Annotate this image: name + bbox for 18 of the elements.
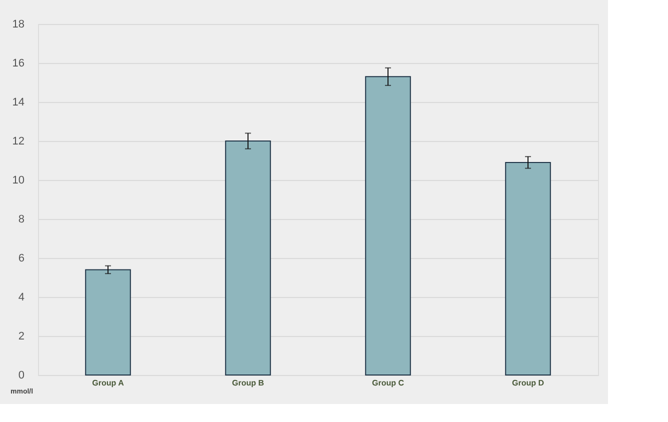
- x-tick-label: Group B: [232, 378, 264, 388]
- y-tick-label: 8: [18, 214, 24, 226]
- y-tick-label: 14: [12, 96, 24, 108]
- x-tick-label: Group A: [92, 378, 124, 388]
- y-tick-label: 2: [18, 330, 24, 342]
- y-tick-label: 10: [12, 174, 24, 186]
- y-tick-label: 12: [12, 136, 24, 148]
- y-tick-label: 4: [18, 292, 24, 304]
- x-tick-label: Group D: [512, 378, 544, 388]
- bar: [225, 140, 271, 376]
- y-tick-label: 0: [18, 370, 24, 382]
- bar: [365, 76, 411, 376]
- bar: [505, 162, 551, 376]
- y-tick-label: 16: [12, 58, 24, 70]
- y-tick-label: 18: [12, 18, 24, 30]
- bar: [85, 269, 131, 376]
- y-tick-label: 6: [18, 252, 24, 264]
- x-tick-label: Group C: [372, 378, 404, 388]
